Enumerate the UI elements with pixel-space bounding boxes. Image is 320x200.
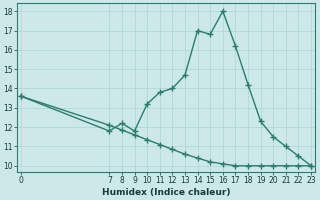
X-axis label: Humidex (Indice chaleur): Humidex (Indice chaleur): [102, 188, 230, 197]
